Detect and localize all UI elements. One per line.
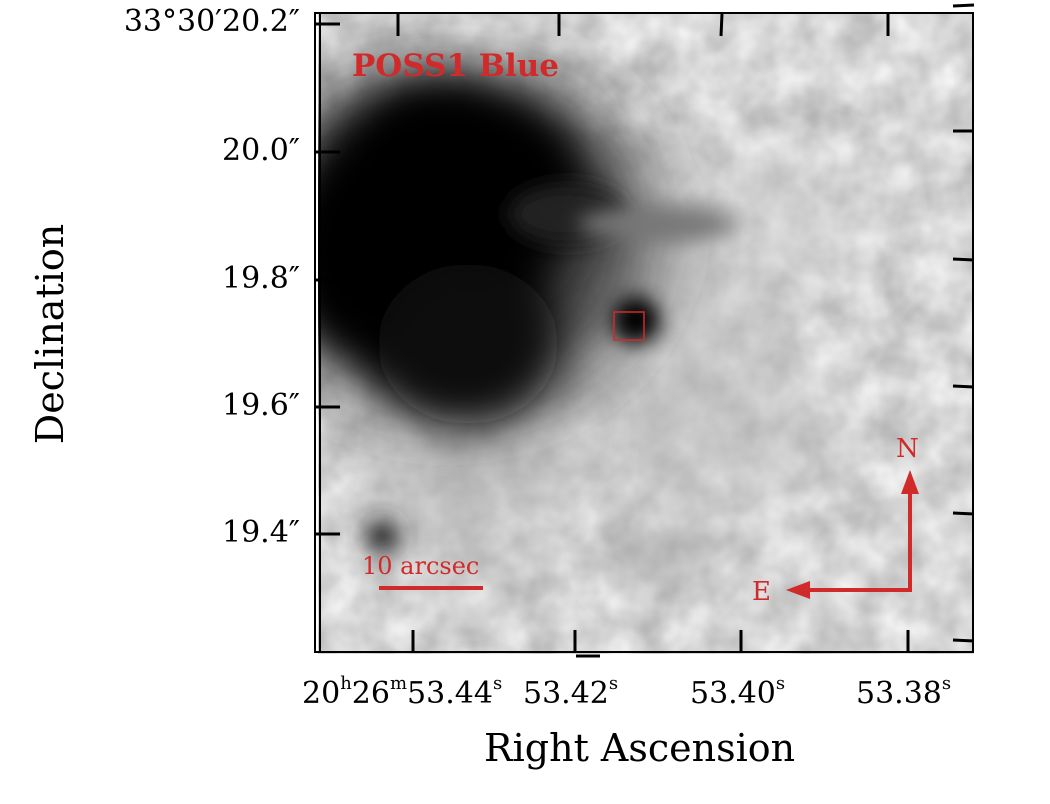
compass-east-label: E (752, 577, 771, 607)
dec-tick-right (952, 3, 975, 8)
ra-tick-label: 53.40s (690, 673, 786, 711)
x-axis-title: Right Ascension (484, 726, 796, 770)
target-marker (613, 311, 645, 341)
dec-tick-label: 19.6″ (221, 388, 300, 423)
dec-tick-label: 20.0″ (221, 133, 300, 168)
dec-tick-label: 33°30′20.2″ (123, 4, 300, 39)
survey-label: POSS1 Blue (352, 48, 560, 84)
ra-tick-label: 53.38s (856, 673, 952, 711)
ra-tick-label: 20h26m53.44s (302, 673, 503, 711)
ra-tick-label: 53.42s (523, 673, 619, 711)
image-frame-inner-line (319, 12, 321, 653)
image-frame (314, 12, 974, 653)
dec-tick-label: 19.8″ (221, 261, 300, 296)
dec-tick-label: 19.4″ (221, 515, 300, 550)
sky-image (318, 14, 974, 654)
compass-north-label: N (896, 434, 919, 464)
y-axis-title: Declination (28, 223, 72, 445)
scale-bar-label: 10 arcsec (362, 552, 480, 580)
